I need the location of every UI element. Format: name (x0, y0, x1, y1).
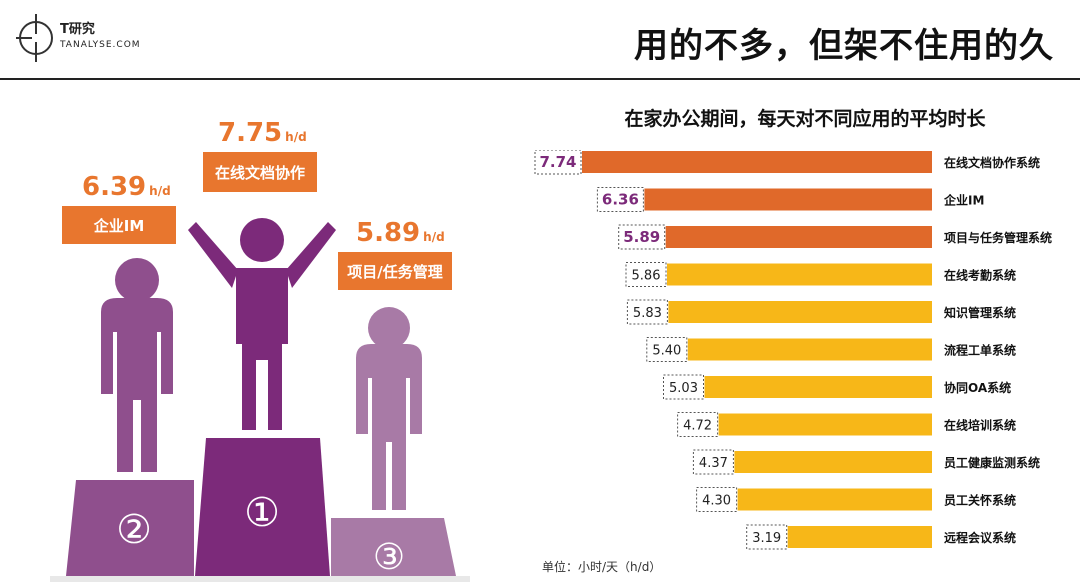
bar-8 (734, 451, 932, 473)
second-label: 企业IM (62, 206, 176, 244)
bar-2 (665, 226, 932, 248)
brand-logo: T研究 TANALYSE.COM (14, 12, 154, 64)
value-box-7 (677, 412, 719, 437)
rank-third: ③ (373, 537, 405, 578)
category-label-6: 协同OA系统 (944, 380, 1011, 395)
podium-shadow (50, 576, 470, 582)
chart-title: 在家办公期间，每天对不同应用的平均时长 (624, 108, 986, 130)
bar-3 (667, 263, 932, 286)
value-label-9: 4.30 (702, 494, 731, 509)
category-label-9: 员工关怀系统 (944, 493, 1016, 508)
bar-1 (644, 188, 932, 211)
category-label-10: 远程会议系统 (944, 530, 1016, 545)
category-label-0: 在线文档协作系统 (944, 155, 1040, 170)
bar-9 (737, 488, 932, 511)
brand-name-cn: T研究 (60, 22, 95, 37)
value-label-2: 5.89 (623, 228, 660, 246)
category-label-3: 在线考勤系统 (944, 268, 1016, 283)
value-label-10: 3.19 (752, 531, 781, 546)
bar-5 (687, 338, 932, 361)
brand-name-en: TANALYSE.COM (60, 40, 141, 50)
third-value: 5.89 h/d (356, 218, 445, 248)
first-label: 在线文档协作 (203, 152, 317, 192)
value-label-8: 4.37 (699, 456, 728, 471)
value-box-6 (663, 374, 704, 400)
second-value-unit: h/d (149, 184, 171, 198)
value-box-8 (692, 449, 734, 475)
value-box-5 (646, 337, 688, 362)
podium-block-second (66, 480, 194, 576)
value-label-7: 4.72 (683, 419, 712, 434)
podium-illustration: ② ① ③ (50, 218, 470, 582)
value-label-3: 5.86 (632, 269, 661, 284)
podium-block-first (195, 438, 330, 576)
category-label-7: 在线培训系统 (944, 418, 1016, 433)
bar-0 (582, 151, 932, 173)
second-value: 6.39 h/d (82, 172, 171, 202)
value-box-9 (696, 487, 738, 512)
value-box-3 (625, 262, 667, 287)
bar-7 (718, 413, 932, 436)
value-label-4: 5.83 (633, 306, 662, 321)
logo-mark-icon (16, 14, 53, 62)
value-label-5: 5.40 (652, 344, 681, 359)
third-value-number: 5.89 (356, 218, 421, 248)
value-box-0 (534, 150, 582, 175)
rank-first: ① (244, 490, 280, 536)
unit-note: 单位：小时/天（h/d） (542, 560, 662, 574)
person-first-icon (188, 218, 336, 430)
first-value-unit: h/d (285, 130, 307, 144)
category-label-4: 知识管理系统 (943, 305, 1016, 320)
person-second-icon (101, 258, 173, 472)
bar-4 (668, 301, 932, 323)
value-label-0: 7.74 (539, 153, 576, 171)
first-value: 7.75 h/d (218, 118, 307, 148)
rank-second: ② (116, 507, 152, 553)
category-label-5: 流程工单系统 (944, 343, 1016, 358)
bar-10 (787, 526, 932, 548)
third-value-unit: h/d (423, 230, 445, 244)
value-box-10 (746, 524, 788, 550)
category-label-8: 员工健康监测系统 (944, 455, 1040, 470)
third-label: 项目/任务管理 (338, 252, 452, 290)
podium-block-third (331, 518, 456, 576)
category-label-1: 企业IM (943, 193, 984, 208)
value-box-4 (626, 299, 668, 325)
second-value-number: 6.39 (82, 172, 147, 202)
page-title: 用的不多，但架不住用的久 (634, 26, 1054, 66)
first-value-number: 7.75 (218, 118, 283, 148)
title-divider (0, 78, 1080, 80)
bar-chart: 7.74 在线文档协作系统 6.36 企业IM 5.89 项目与任务管理系统 5.86 在线考… (534, 150, 1052, 550)
bar-6 (704, 376, 932, 398)
person-third-icon (356, 307, 422, 510)
value-box-1 (596, 187, 644, 212)
value-box-2 (618, 224, 666, 250)
category-label-2: 项目与任务管理系统 (944, 230, 1052, 245)
value-label-6: 5.03 (669, 381, 698, 396)
value-label-1: 6.36 (602, 191, 639, 209)
